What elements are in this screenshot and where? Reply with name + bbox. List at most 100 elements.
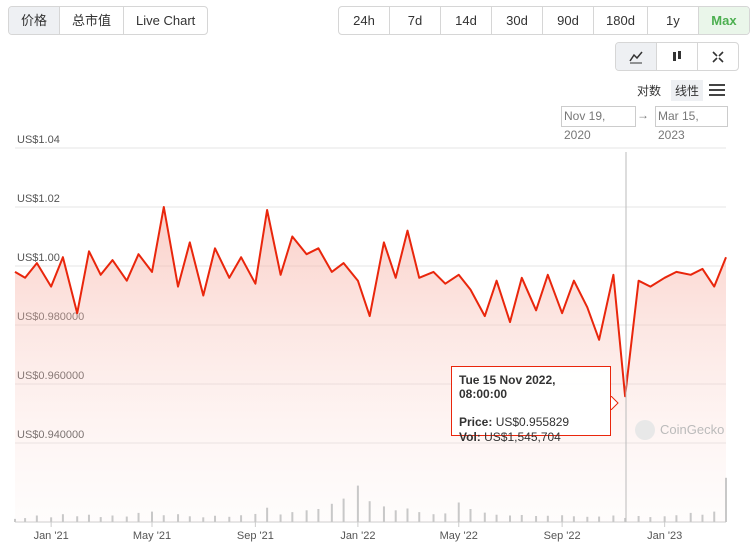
- line-style-button[interactable]: [616, 43, 657, 70]
- volume-bar: [598, 516, 601, 522]
- date-arrow: →: [637, 108, 649, 122]
- x-tick-label: Jan '22: [340, 530, 375, 542]
- volume-bar: [713, 511, 716, 522]
- volume-bar: [150, 511, 153, 522]
- volume-bar: [14, 518, 16, 522]
- x-tick-label: Jan '23: [647, 530, 682, 542]
- date-from[interactable]: Nov 19, 2020: [561, 106, 636, 142]
- volume-bar: [535, 516, 538, 522]
- volume-bar: [137, 512, 140, 522]
- volume-bar: [214, 515, 217, 522]
- icon: [629, 51, 643, 64]
- volume-bar: [624, 517, 627, 522]
- range-button[interactable]: 180d: [594, 7, 648, 34]
- tooltip-label: Price:: [459, 415, 493, 429]
- volume-bar: [418, 512, 421, 522]
- range-button[interactable]: 7d: [390, 7, 441, 34]
- menu-icon[interactable]: [708, 82, 726, 98]
- volume-bar: [188, 516, 191, 522]
- tooltip-value: US$1,545,704: [484, 430, 561, 444]
- tab-button[interactable]: Live Chart: [136, 13, 196, 28]
- chart-style-group: [615, 42, 739, 71]
- volume-bar: [291, 512, 294, 522]
- icon: [673, 51, 681, 61]
- volume-bar: [394, 510, 397, 522]
- volume-bar: [50, 517, 53, 522]
- volume-bar: [509, 515, 512, 522]
- volume-bar: [561, 515, 564, 522]
- volume-bar: [356, 485, 359, 522]
- volume-bar: [330, 503, 333, 522]
- tooltip: Tue 15 Nov 2022, 08:00:00 Price: US$0.95…: [451, 366, 611, 444]
- volume-bar: [572, 516, 575, 522]
- range-button[interactable]: 14d: [441, 7, 492, 34]
- tooltip-value: US$0.955829: [495, 415, 570, 429]
- volume-bar: [279, 514, 282, 522]
- x-tick-label: Sep '22: [544, 530, 581, 542]
- volume-bar: [457, 502, 460, 522]
- tooltip-pointer: [611, 396, 619, 410]
- x-tick-label: Sep '21: [237, 530, 274, 542]
- scale-group: 对数 线性: [633, 80, 709, 101]
- volume-bar: [317, 509, 320, 522]
- watermark-logo: [635, 420, 655, 440]
- volume-bar: [240, 515, 243, 522]
- tab-button[interactable]: 价格: [9, 7, 61, 34]
- y-tick-label: US$1.00: [17, 252, 60, 264]
- volume-bar: [305, 510, 308, 522]
- volume-bar: [469, 509, 472, 522]
- volume-bar: [177, 514, 180, 522]
- volume-bar: [202, 517, 205, 522]
- tooltip-label: Vol:: [459, 430, 481, 444]
- range-group: 24h 7d 14d 30d 90d 180d 1y Max: [338, 6, 750, 35]
- volume-bar: [701, 514, 704, 522]
- volume-bar: [228, 516, 231, 522]
- volume-bar: [76, 516, 79, 522]
- volume-bar: [689, 512, 692, 522]
- date-to[interactable]: Mar 15, 2023: [655, 106, 728, 142]
- volume-bar: [586, 516, 589, 522]
- volume-bar: [406, 508, 409, 522]
- volume-bar: [649, 517, 652, 522]
- x-tick-label: May '21: [133, 530, 171, 542]
- tab-button[interactable]: 总市值: [60, 7, 125, 34]
- volume-bar: [87, 514, 90, 522]
- volume-bar: [546, 515, 549, 522]
- x-tick-label: Jan '21: [34, 530, 69, 542]
- volume-bar: [444, 513, 447, 522]
- volume-bar: [368, 501, 371, 522]
- volume-bar: [663, 516, 666, 522]
- volume-bar: [99, 517, 102, 522]
- scale-button[interactable]: 线性: [671, 80, 704, 101]
- range-button[interactable]: 30d: [492, 7, 543, 34]
- scale-button[interactable]: 对数: [637, 84, 662, 98]
- volume-bar: [495, 514, 498, 522]
- volume-bar: [432, 514, 435, 522]
- y-tick-label: US$1.04: [17, 134, 60, 146]
- volume-bar: [483, 512, 486, 522]
- volume-bar: [266, 507, 269, 522]
- volume-bar: [612, 515, 615, 522]
- range-button[interactable]: 1y: [648, 7, 699, 34]
- watermark: CoinGecko: [660, 422, 724, 437]
- volume-bar: [675, 515, 678, 522]
- y-tick-label: US$1.02: [17, 193, 60, 205]
- volume-bar: [382, 506, 385, 522]
- tooltip-title: Tue 15 Nov 2022, 08:00:00: [459, 373, 556, 401]
- volume-bar: [342, 498, 345, 522]
- volume-bar: [35, 515, 38, 522]
- candle-style-button[interactable]: [657, 43, 698, 70]
- volume-bar: [520, 514, 523, 522]
- volume-bar: [125, 516, 128, 522]
- icon: [712, 51, 724, 63]
- range-button[interactable]: 24h: [339, 7, 390, 34]
- price-line: [14, 206, 727, 398]
- volume-bar: [111, 515, 114, 522]
- range-button[interactable]: Max: [698, 7, 749, 34]
- volume-bar: [61, 514, 64, 522]
- tab-group: 价格 总市值 Live Chart: [8, 6, 209, 35]
- fullscreen-button[interactable]: [698, 43, 738, 70]
- range-button[interactable]: 90d: [543, 7, 594, 34]
